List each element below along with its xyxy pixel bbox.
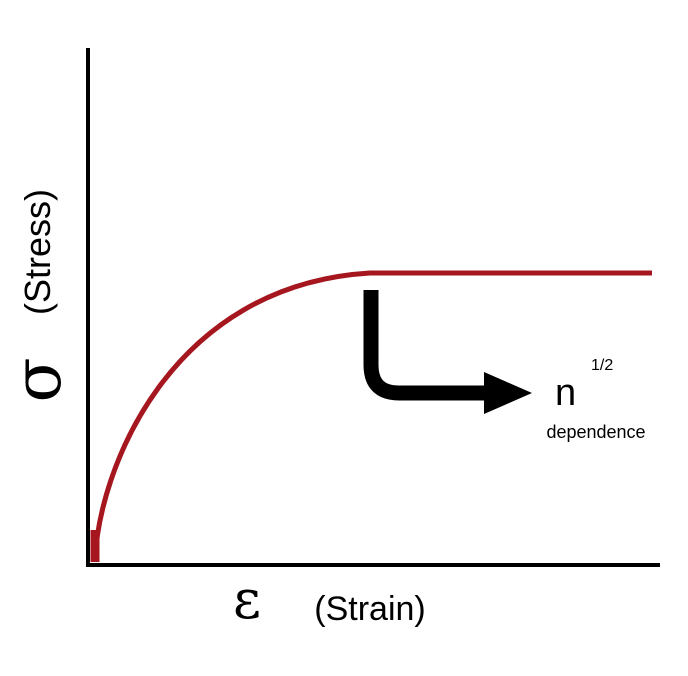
annotation-text: dependence	[546, 422, 645, 442]
annotation-exponent: 1/2	[591, 357, 613, 374]
x-symbol: ε	[233, 568, 261, 631]
annotation-symbol: n	[555, 372, 576, 414]
x-label: (Strain)	[314, 590, 425, 628]
arrow-shaft	[363, 290, 488, 401]
stress-strain-curve	[92, 270, 652, 563]
y-symbol: σ	[0, 357, 76, 402]
y-label: (Stress)	[17, 189, 58, 315]
arrow-head	[484, 372, 532, 414]
